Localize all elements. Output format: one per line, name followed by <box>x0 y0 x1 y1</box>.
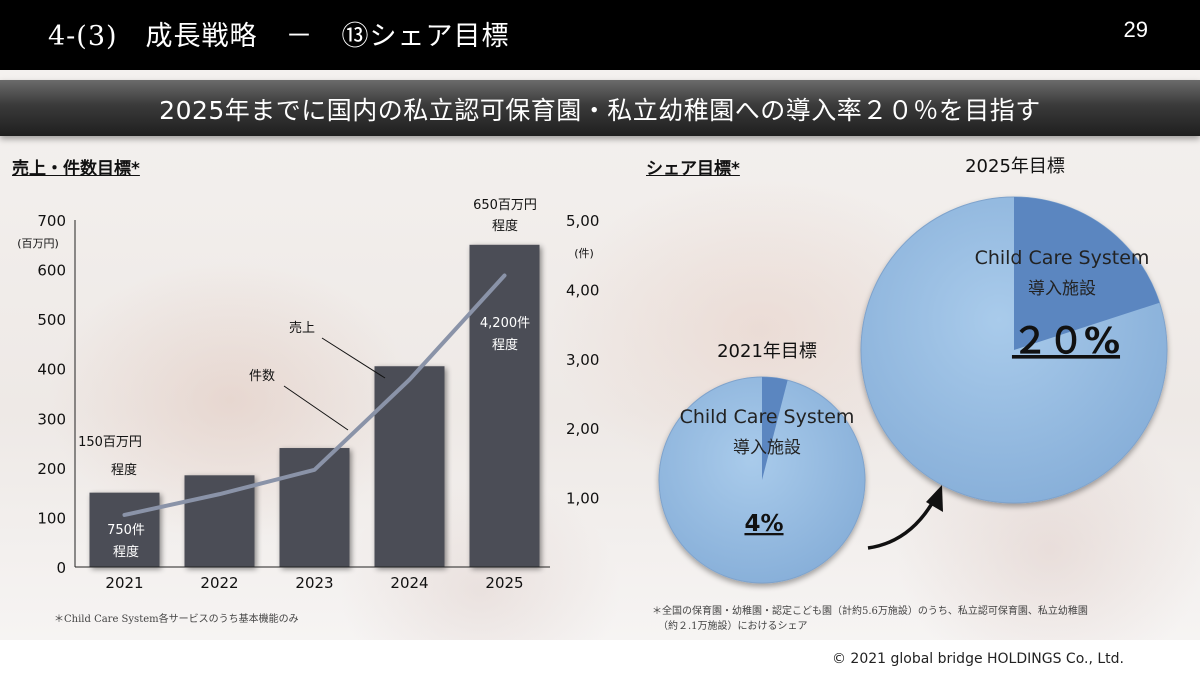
bar-2022 <box>184 475 255 567</box>
sales-count-chart: 0 100 200 300 400 500 600 700 (百万円) 1,000 2,000 3,0… <box>17 198 600 592</box>
axis-layer: 0 100 200 300 400 500 600 700 (百万円) 1,000 2,000 3,0… <box>17 212 600 592</box>
growth-arrow-head-icon <box>926 485 943 512</box>
x-tick-label: 2022 <box>200 574 238 592</box>
bar-2021 <box>89 492 160 567</box>
y-right-tick-label: 4,000 <box>566 281 600 299</box>
y-right-tick-label: 2,000 <box>566 420 600 438</box>
share-pies: 2021年目標 Child Care System 導入施設 4% 2025年目… <box>658 156 1168 584</box>
anno-bar-2025-line2: 程度 <box>492 218 518 234</box>
anno-count-label: 件数 <box>249 369 275 384</box>
page-number: 29 <box>1123 17 1148 42</box>
slide-title: 4-(3) 成長戦略 － ⑬シェア目標 <box>48 21 510 52</box>
growth-arrow-icon <box>867 499 936 550</box>
anno-sales-label: 売上 <box>289 320 315 336</box>
slide-header: 4-(3) 成長戦略 － ⑬シェア目標 29 <box>0 0 1200 70</box>
pie-2021-title: 2021年目標 <box>717 341 817 362</box>
share-footnote-line2: （約２.1万施設）におけるシェア <box>658 621 808 632</box>
y-right-unit-label: (件) <box>574 247 594 260</box>
y-left-tick-label: 200 <box>37 460 66 478</box>
bar-2024 <box>374 366 445 567</box>
sales-footnote: ＊Child Care System各サービスのうち基本機能のみ <box>54 614 299 625</box>
pie-2025 <box>860 196 1168 504</box>
y-right-tick-label: 1,000 <box>566 490 600 508</box>
anno-bar-2025-line1: 650百万円 <box>473 198 537 213</box>
pie-2025-title: 2025年目標 <box>965 156 1065 177</box>
bar-2025 <box>469 244 540 567</box>
y-left-tick-label: 100 <box>37 509 66 527</box>
x-tick-label: 2021 <box>105 574 143 592</box>
share-section-title: シェア目標* <box>646 159 740 179</box>
anno-count-2021-line2: 程度 <box>113 544 139 560</box>
share-footnote-line1: ＊全国の保育園・幼稚園・認定こども園（計約5.6万施設）のうち、私立認可保育園、… <box>652 606 1088 617</box>
count-leader-line <box>283 385 349 431</box>
y-right-tick-label: 3,000 <box>566 351 600 369</box>
pie-2021-label-line2: 導入施設 <box>733 438 801 458</box>
bars-layer <box>89 244 540 567</box>
y-left-tick-label: 300 <box>37 410 66 428</box>
anno-bar-2021-line1: 150百万円 <box>78 435 142 450</box>
y-left-tick-label: 600 <box>37 262 66 280</box>
sales-leader-line <box>321 337 386 379</box>
anno-count-2021-line1: 750件 <box>107 523 145 538</box>
y-left-tick-label: 0 <box>56 559 66 577</box>
pie-2021-slice <box>762 377 788 480</box>
x-tick-label: 2024 <box>390 574 428 592</box>
x-tick-label: 2023 <box>295 574 333 592</box>
pie-2021-value: 4% <box>744 511 783 537</box>
pie-2025-value: ２０% <box>1012 321 1120 362</box>
headline-banner: 2025年までに国内の私立認可保育園・私立幼稚園への導入率２０％を目指す <box>0 80 1200 136</box>
sales-section-title: 売上・件数目標* <box>12 159 140 179</box>
x-tick-label: 2025 <box>485 574 523 592</box>
bar-2023 <box>279 448 350 567</box>
copyright: © 2021 global bridge HOLDINGS Co., Ltd. <box>831 651 1124 667</box>
pie-2025-label-line1: Child Care System <box>975 247 1150 269</box>
annotation-layer: 150百万円 程度 650百万円 程度 750件 程度 4,200件 程度 売上… <box>78 198 537 560</box>
anno-count-2025-line1: 4,200件 <box>480 316 530 331</box>
anno-count-2025-line2: 程度 <box>492 337 518 353</box>
pie-2025-label-line2: 導入施設 <box>1028 279 1096 299</box>
headline-text: 2025年までに国内の私立認可保育園・私立幼稚園への導入率２０％を目指す <box>159 96 1041 125</box>
y-left-unit-label: (百万円) <box>17 237 59 250</box>
anno-bar-2021-line2: 程度 <box>111 462 137 478</box>
pie-2021 <box>658 376 866 584</box>
pie-2025-slice <box>1014 197 1160 350</box>
y-right-tick-label: 5,000 <box>566 212 600 230</box>
share-footnote: ＊全国の保育園・幼稚園・認定こども園（計約5.6万施設）のうち、私立認可保育園、… <box>652 604 1088 634</box>
line-layer <box>122 273 507 517</box>
pie-2021-label-line1: Child Care System <box>680 406 855 428</box>
y-left-tick-label: 400 <box>37 361 66 379</box>
y-left-tick-label: 500 <box>37 311 66 329</box>
y-left-tick-label: 700 <box>37 212 66 230</box>
